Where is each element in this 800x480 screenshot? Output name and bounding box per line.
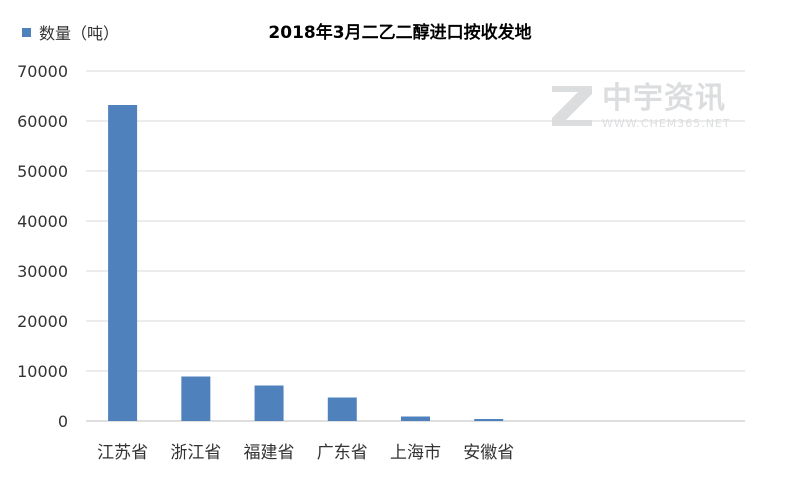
- y-tick-label: 50000: [17, 162, 68, 181]
- y-tick-label: 70000: [17, 62, 68, 81]
- bar: [108, 105, 138, 421]
- y-tick-label: 20000: [17, 312, 68, 331]
- x-tick-label: 安徽省: [463, 443, 514, 463]
- y-tick-label: 30000: [17, 262, 68, 281]
- y-tick-label: 0: [58, 412, 68, 431]
- y-tick-label: 40000: [17, 212, 68, 231]
- legend: 数量（吨）: [22, 20, 119, 44]
- legend-label: 数量（吨）: [39, 24, 120, 43]
- watermark-site: WWW.CHEM365.NET: [602, 116, 731, 130]
- bar: [254, 385, 284, 421]
- x-tick-label: 上海市: [390, 443, 441, 463]
- z-logo-icon: [548, 82, 596, 130]
- bar: [327, 397, 357, 421]
- x-tick-label: 福建省: [244, 443, 295, 463]
- watermark: 中宇资讯 WWW.CHEM365.NET: [548, 82, 731, 130]
- x-tick-label: 江苏省: [97, 443, 148, 463]
- chart-title: 2018年3月二乙二醇进口按收发地: [268, 23, 532, 43]
- bar: [474, 419, 504, 421]
- y-tick-label: 60000: [17, 112, 68, 131]
- watermark-name: 中宇资讯: [602, 80, 726, 116]
- y-tick-label: 10000: [17, 362, 68, 381]
- bar: [401, 416, 430, 421]
- legend-swatch: [22, 27, 31, 37]
- x-tick-label: 浙江省: [170, 443, 221, 463]
- x-tick-label: 广东省: [317, 443, 368, 463]
- bar: [181, 376, 211, 421]
